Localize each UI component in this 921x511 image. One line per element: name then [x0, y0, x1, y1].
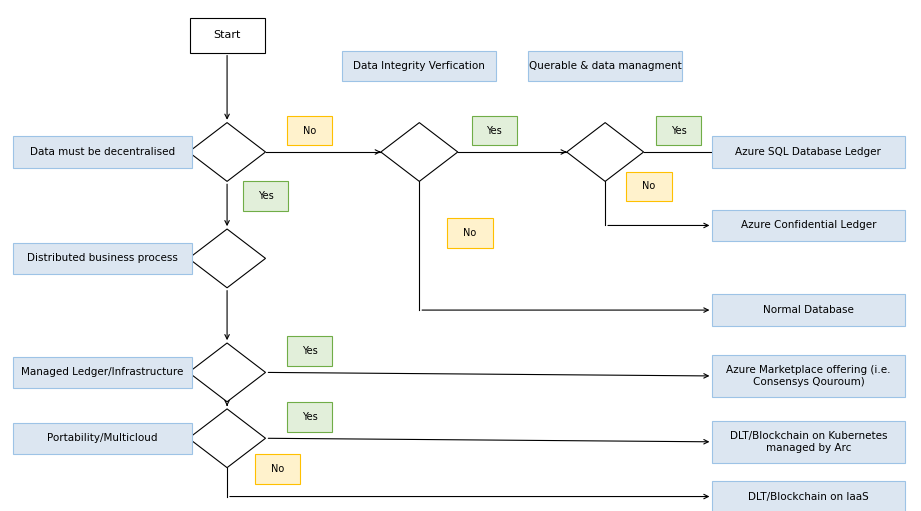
Polygon shape: [189, 123, 265, 181]
FancyBboxPatch shape: [626, 172, 672, 201]
FancyBboxPatch shape: [712, 421, 904, 462]
FancyBboxPatch shape: [712, 294, 904, 326]
FancyBboxPatch shape: [343, 51, 496, 81]
FancyBboxPatch shape: [712, 210, 904, 241]
Text: Data Integrity Verfication: Data Integrity Verfication: [354, 61, 485, 71]
Text: Azure Marketplace offering (i.e.
Consensys Qouroum): Azure Marketplace offering (i.e. Consens…: [726, 365, 891, 387]
FancyBboxPatch shape: [712, 481, 904, 511]
Text: Yes: Yes: [670, 126, 686, 136]
FancyBboxPatch shape: [286, 402, 332, 432]
Polygon shape: [189, 409, 265, 468]
Polygon shape: [189, 343, 265, 402]
Text: Azure Confidential Ledger: Azure Confidential Ledger: [740, 220, 876, 230]
FancyBboxPatch shape: [286, 116, 332, 146]
Text: Querable & data managment: Querable & data managment: [529, 61, 682, 71]
Text: No: No: [463, 228, 476, 238]
FancyBboxPatch shape: [13, 357, 192, 388]
Text: No: No: [643, 181, 656, 192]
Text: Azure SQL Database Ledger: Azure SQL Database Ledger: [736, 147, 881, 157]
FancyBboxPatch shape: [13, 423, 192, 454]
Text: DLT/Blockchain on Kubernetes
managed by Arc: DLT/Blockchain on Kubernetes managed by …: [729, 431, 887, 453]
FancyBboxPatch shape: [190, 18, 264, 53]
FancyBboxPatch shape: [712, 355, 904, 397]
Text: Data must be decentralised: Data must be decentralised: [30, 147, 175, 157]
FancyBboxPatch shape: [286, 336, 332, 366]
FancyBboxPatch shape: [447, 218, 493, 247]
FancyBboxPatch shape: [472, 116, 518, 146]
Polygon shape: [189, 229, 265, 288]
FancyBboxPatch shape: [13, 243, 192, 274]
Polygon shape: [381, 123, 458, 181]
Text: Yes: Yes: [301, 412, 318, 422]
Text: Yes: Yes: [486, 126, 502, 136]
Text: Yes: Yes: [301, 346, 318, 356]
FancyBboxPatch shape: [13, 136, 192, 168]
FancyBboxPatch shape: [529, 51, 682, 81]
FancyBboxPatch shape: [656, 116, 701, 146]
Text: Start: Start: [214, 31, 240, 40]
Text: No: No: [271, 464, 284, 474]
Text: Managed Ledger/Infrastructure: Managed Ledger/Infrastructure: [21, 367, 184, 378]
FancyBboxPatch shape: [242, 181, 288, 211]
Text: DLT/Blockchain on IaaS: DLT/Blockchain on IaaS: [748, 492, 869, 501]
Text: Yes: Yes: [258, 191, 274, 201]
Text: Normal Database: Normal Database: [763, 305, 854, 315]
Text: Distributed business process: Distributed business process: [27, 253, 178, 263]
Text: No: No: [303, 126, 316, 136]
Text: Portability/Multicloud: Portability/Multicloud: [47, 433, 157, 443]
FancyBboxPatch shape: [712, 136, 904, 168]
FancyBboxPatch shape: [254, 454, 300, 484]
Polygon shape: [566, 123, 644, 181]
